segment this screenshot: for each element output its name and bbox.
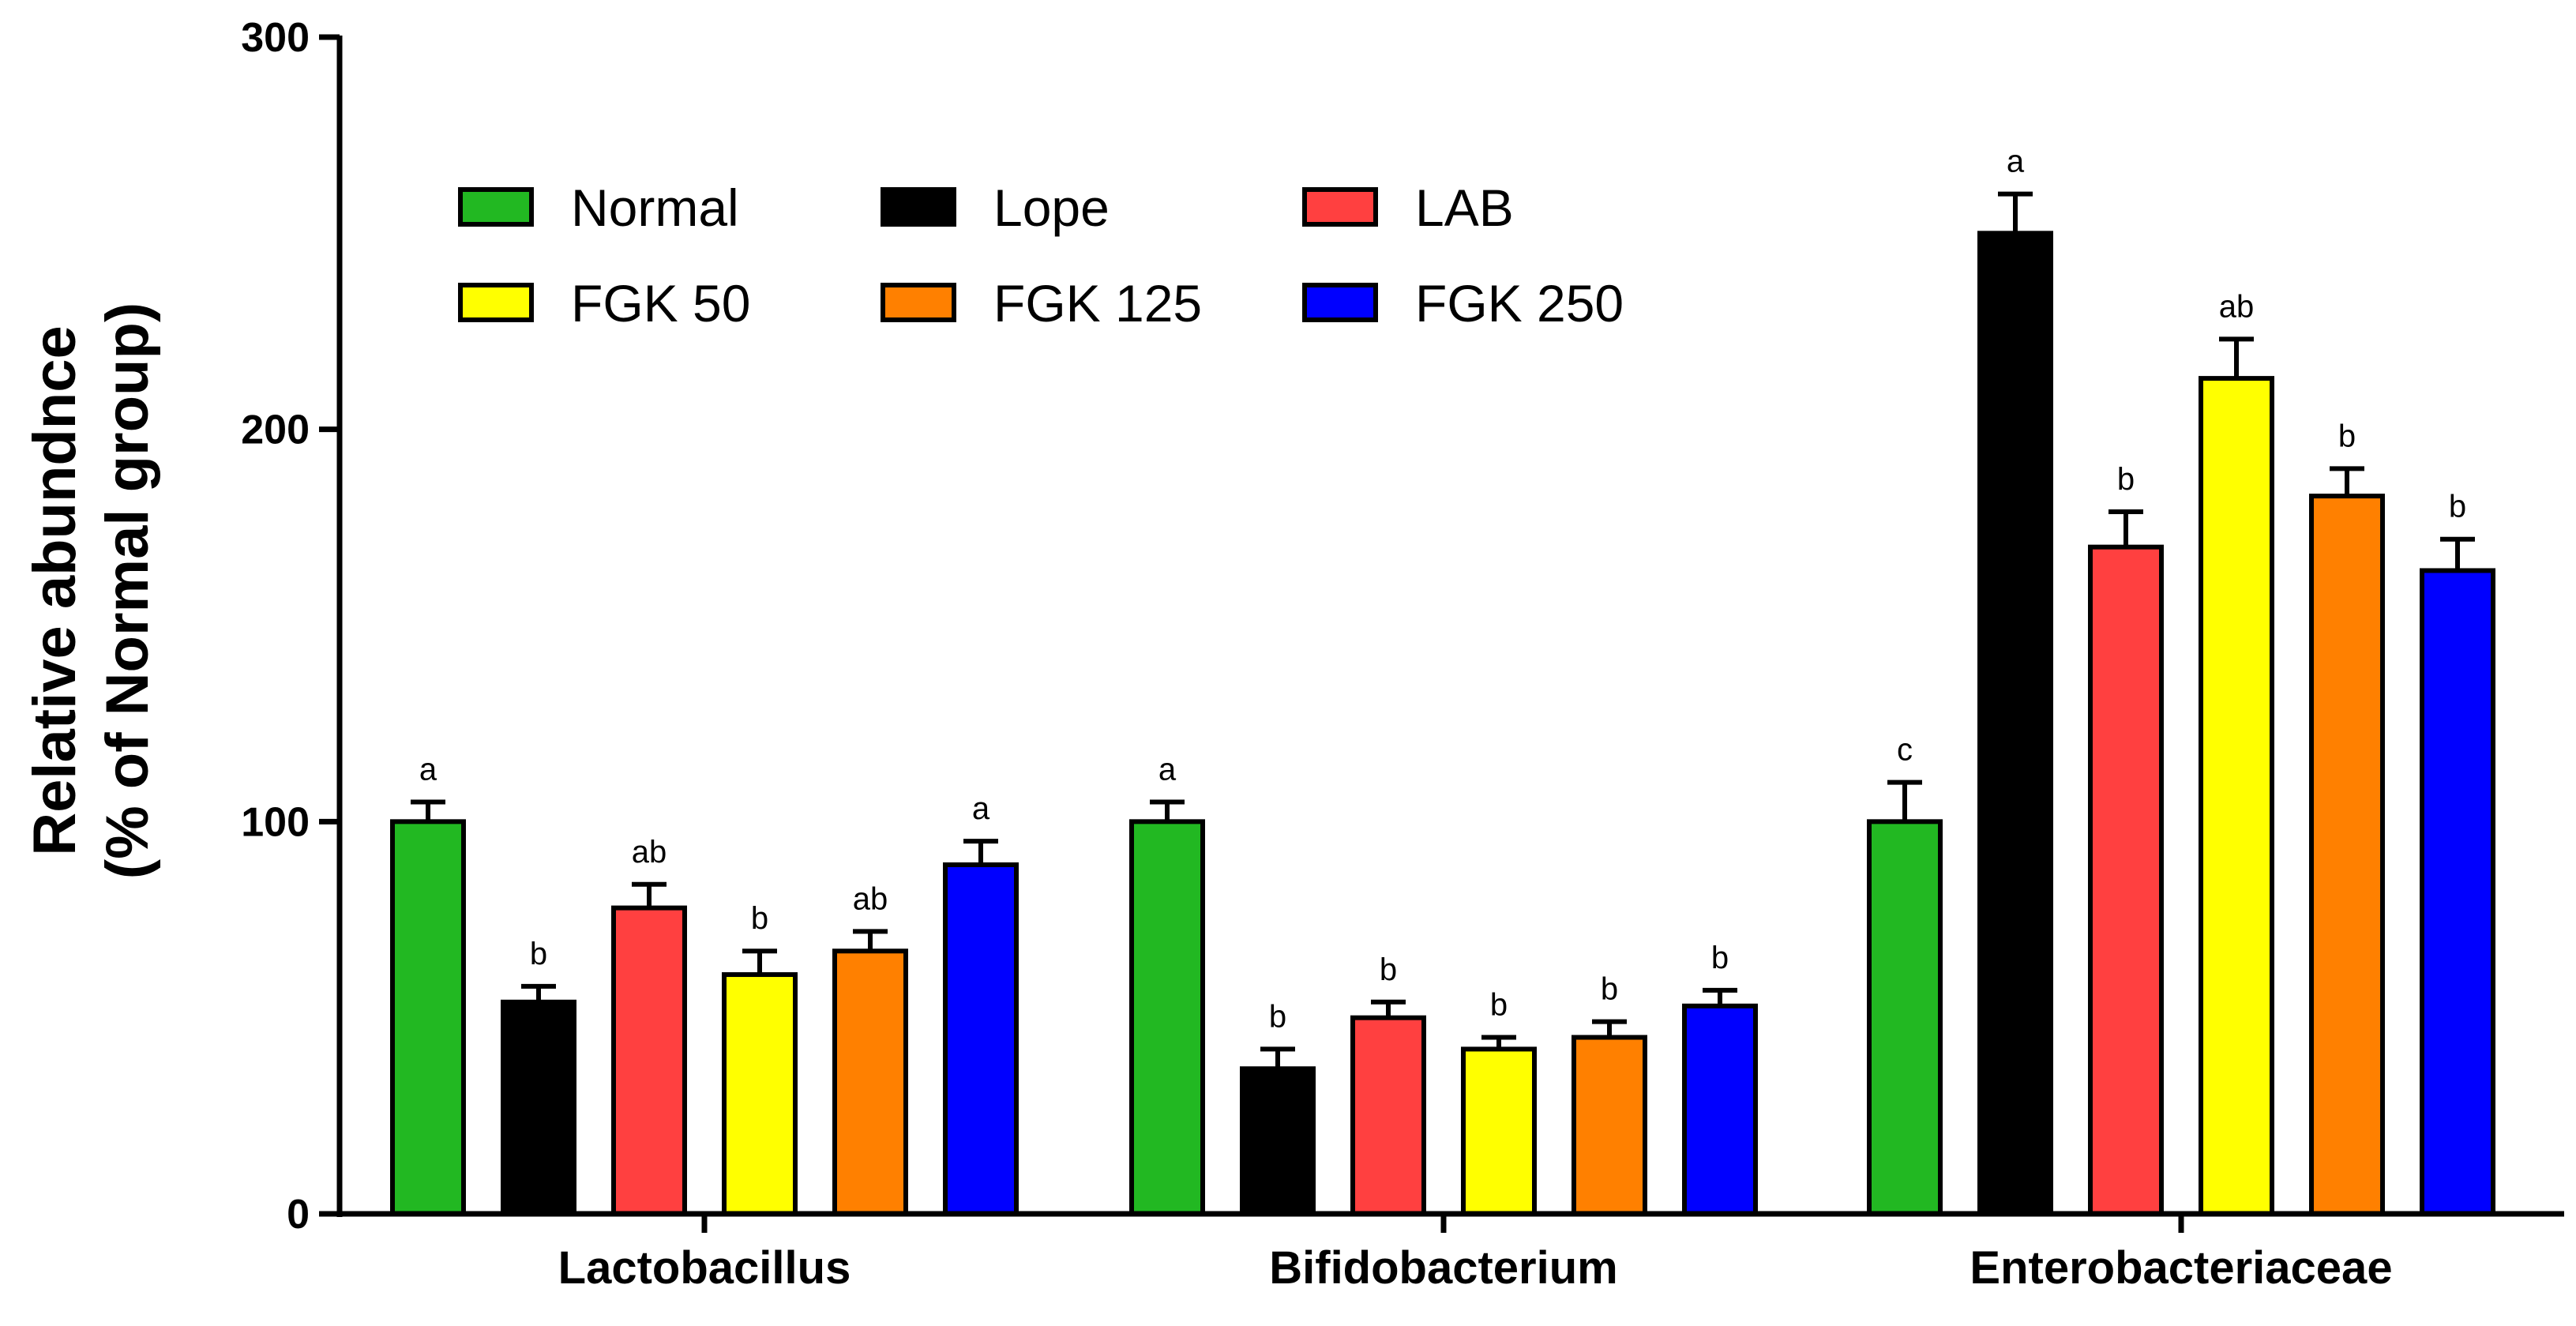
bar-fgk-125 [832,948,908,1216]
legend-label: FGK 250 [1415,274,1624,332]
legend-swatch [1302,283,1378,322]
bar-fgk-250 [1682,1003,1758,1217]
legend-item: FGK 125 [881,274,1202,332]
bar-lope [501,999,576,1217]
significance-label: b [2449,490,2466,524]
bar-lab [1350,1015,1426,1216]
y-axis-title: Relative abundnce (% of Normal group) [21,302,161,879]
x-axis: Lactobacillus Bifidobacterium Enterobacter… [337,1211,2564,1294]
bar-lope [1977,231,2053,1216]
legend-swatch [458,187,534,227]
y-axis-title-line2: (% of Normal group) [94,302,161,879]
legend: Normal Lope LAB FGK 50 FGK 125 FGK 250 [458,178,1624,332]
bar-fgk-125 [1572,1035,1647,1216]
bar-fgk-250 [2420,568,2495,1216]
significance-label: b [530,937,547,971]
significance-label: b [2117,462,2135,497]
significance-label: b [1711,941,1729,975]
significance-label: b [751,901,768,936]
y-tick-label: 200 [241,408,310,453]
bar-fgk-250 [943,862,1019,1216]
legend-swatch [1302,187,1378,227]
bar-lab [611,905,687,1216]
x-category-label: Lactobacillus [558,1242,851,1294]
legend-swatch [458,283,534,322]
legend-label: Normal [571,178,739,237]
significance-label: ab [632,835,667,870]
significance-label: ab [2219,289,2255,324]
bar-lab [2088,544,2164,1216]
legend-item: FGK 50 [458,274,750,332]
bar-normal [1129,819,1205,1217]
legend-label: LAB [1415,178,1514,237]
significance-label: ab [853,881,888,916]
legend-label: Lope [993,178,1110,237]
bar-normal [390,819,466,1217]
y-tick-label: 100 [241,799,310,845]
legend-swatch [881,283,956,322]
y-tick-label: 300 [241,15,310,61]
legend-swatch [881,187,956,227]
bar-normal [1867,819,1943,1217]
bar-fgk-50 [1461,1046,1537,1217]
significance-label: b [1269,999,1286,1034]
significance-label: b [1380,952,1397,987]
significance-label: b [2338,419,2356,453]
legend-label: FGK 50 [571,274,750,332]
bar-fgk-125 [2309,494,2385,1216]
legend-label: FGK 125 [993,274,1202,332]
x-category-label: Enterobacteriaceae [1970,1242,2392,1294]
significance-label: a [1158,753,1177,787]
bar-fgk-50 [722,972,798,1216]
y-axis-title-line1: Relative abundnce [21,325,88,856]
legend-item: Lope [881,178,1110,237]
x-category-label: Bifidobacterium [1269,1242,1618,1294]
significance-label: a [419,753,437,787]
significance-label: b [1490,988,1508,1023]
y-axis: 0 100 200 300 [241,15,343,1238]
legend-item: LAB [1302,178,1514,237]
bar-lope [1240,1066,1316,1216]
significance-label: c [1897,733,1913,768]
legend-item: Normal [458,178,739,237]
significance-label: b [1601,972,1618,1007]
legend-item: FGK 250 [1302,274,1624,332]
significance-label: a [2007,145,2025,179]
y-tick-label: 0 [287,1192,310,1238]
bar-fgk-50 [2199,376,2274,1217]
significance-label: a [972,791,990,826]
